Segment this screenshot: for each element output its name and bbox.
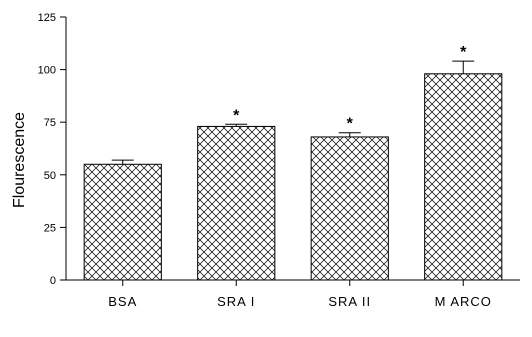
y-tick-label: 100 (38, 65, 56, 77)
y-axis-label: Flourescence (11, 112, 28, 208)
bar (197, 125, 276, 281)
y-tick-label: 0 (50, 275, 56, 287)
x-tick-label: M ARCO (435, 294, 492, 309)
y-tick-label: 75 (44, 117, 56, 129)
bar (310, 136, 389, 281)
significance-marker: * (347, 116, 354, 133)
plot-area: 0 25 50 75 100 125 BSA * SRA I * SRA II * M ARCO (38, 12, 520, 309)
bar (424, 73, 503, 281)
x-tick-label: SRA II (328, 294, 371, 309)
bar (83, 163, 162, 281)
x-tick-label: SRA I (217, 294, 255, 309)
significance-marker: * (460, 44, 467, 61)
significance-marker: * (233, 107, 240, 124)
y-tick-label: 50 (44, 170, 56, 182)
y-tick-label: 25 (44, 222, 56, 234)
x-tick-label: BSA (108, 294, 137, 309)
y-tick-label: 125 (38, 12, 56, 24)
